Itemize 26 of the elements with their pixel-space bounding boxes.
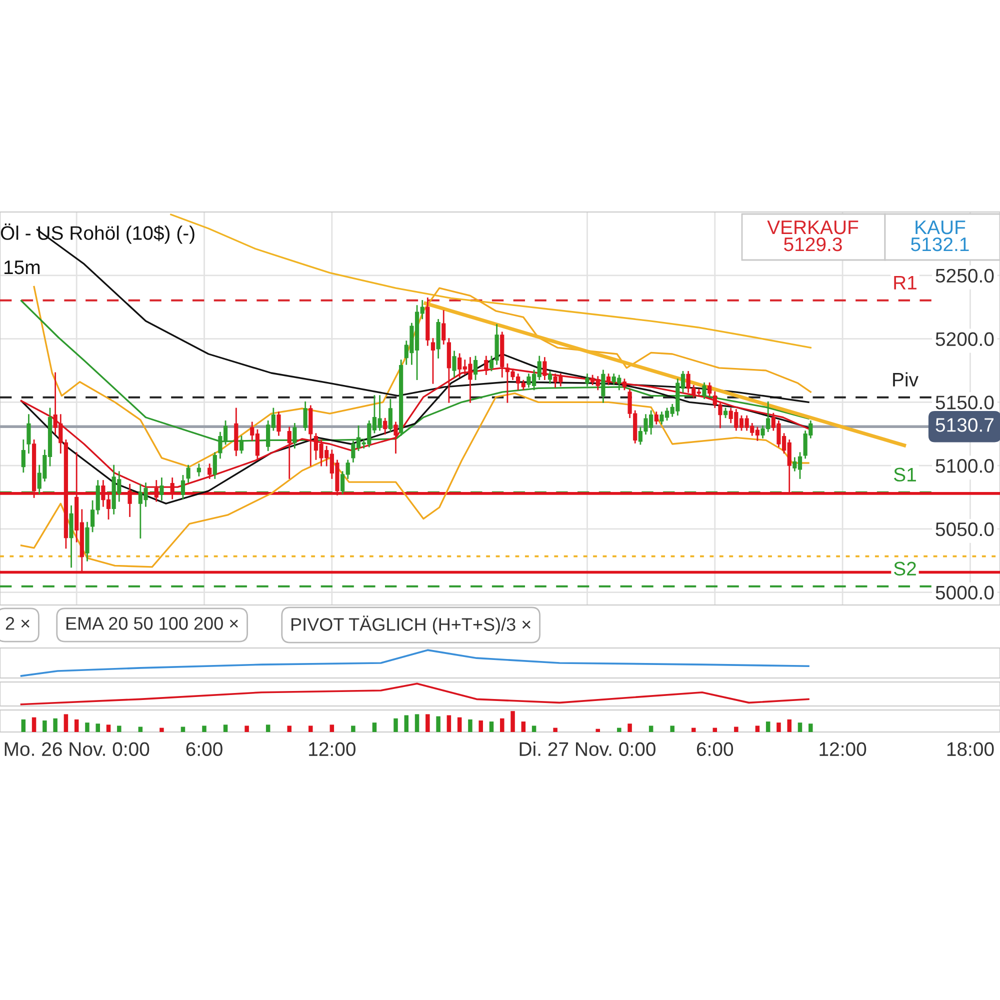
x-tick-label: 12:00	[309, 742, 356, 756]
text: 2 ×	[6, 617, 30, 630]
y-tick-label: 5050.0	[936, 522, 994, 536]
y-tick-label: 5100.0	[936, 459, 994, 473]
x-tick-label: 18:00	[947, 742, 994, 756]
x-tick-label: 12:00	[820, 742, 866, 756]
ref-line-label: S1	[894, 468, 916, 482]
annotation: 5129.3	[784, 237, 842, 252]
x-tick-label: Di. 27 Nov. 0:00	[520, 742, 656, 756]
ref-line-label: R1	[894, 276, 916, 290]
ref-line-label: Piv	[893, 372, 918, 386]
x-tick-label: 6:00	[186, 742, 222, 756]
text: EMA 20 50 100 200 ×	[66, 617, 238, 630]
x-tick-label: Mo. 26 Nov. 0:00	[4, 742, 150, 756]
text: 15m	[4, 260, 40, 274]
x-tick-label: 6:00	[696, 742, 734, 756]
ref-line-label: 5130.7	[936, 418, 994, 432]
annotation: 5132.1	[911, 237, 969, 252]
text: PIVOT TÄGLICH (H+T+S)/3 ×	[291, 616, 530, 634]
y-tick-label: 5250.0	[936, 268, 994, 283]
y-tick-label: 5000.0	[936, 586, 994, 600]
annotation: VERKAUF	[767, 220, 858, 234]
y-tick-label: 5150.0	[936, 396, 994, 410]
ref-line-label: S2	[894, 562, 916, 576]
annotation: KAUF	[916, 220, 966, 234]
y-tick-label: 5200.0	[936, 332, 994, 346]
